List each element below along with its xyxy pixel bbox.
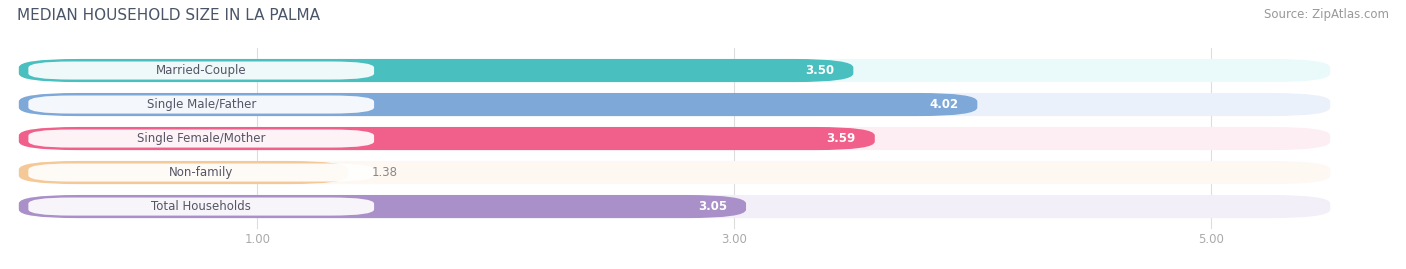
FancyBboxPatch shape xyxy=(18,127,875,150)
Text: 1.38: 1.38 xyxy=(371,166,398,179)
Text: Source: ZipAtlas.com: Source: ZipAtlas.com xyxy=(1264,8,1389,21)
FancyBboxPatch shape xyxy=(28,95,374,114)
Text: Single Female/Mother: Single Female/Mother xyxy=(136,132,266,145)
Text: 4.02: 4.02 xyxy=(929,98,959,111)
FancyBboxPatch shape xyxy=(18,93,977,116)
FancyBboxPatch shape xyxy=(18,59,853,82)
FancyBboxPatch shape xyxy=(18,127,1330,150)
FancyBboxPatch shape xyxy=(18,161,347,184)
FancyBboxPatch shape xyxy=(28,164,374,182)
FancyBboxPatch shape xyxy=(18,195,1330,218)
FancyBboxPatch shape xyxy=(18,195,747,218)
FancyBboxPatch shape xyxy=(28,129,374,148)
Text: Single Male/Father: Single Male/Father xyxy=(146,98,256,111)
Text: MEDIAN HOUSEHOLD SIZE IN LA PALMA: MEDIAN HOUSEHOLD SIZE IN LA PALMA xyxy=(17,8,321,23)
Text: 3.59: 3.59 xyxy=(827,132,856,145)
Text: 3.05: 3.05 xyxy=(697,200,727,213)
Text: Total Households: Total Households xyxy=(152,200,252,213)
FancyBboxPatch shape xyxy=(18,59,1330,82)
FancyBboxPatch shape xyxy=(18,161,1330,184)
FancyBboxPatch shape xyxy=(18,93,1330,116)
Text: Non-family: Non-family xyxy=(169,166,233,179)
Text: 3.50: 3.50 xyxy=(806,64,834,77)
FancyBboxPatch shape xyxy=(28,197,374,215)
FancyBboxPatch shape xyxy=(28,62,374,80)
Text: Married-Couple: Married-Couple xyxy=(156,64,246,77)
